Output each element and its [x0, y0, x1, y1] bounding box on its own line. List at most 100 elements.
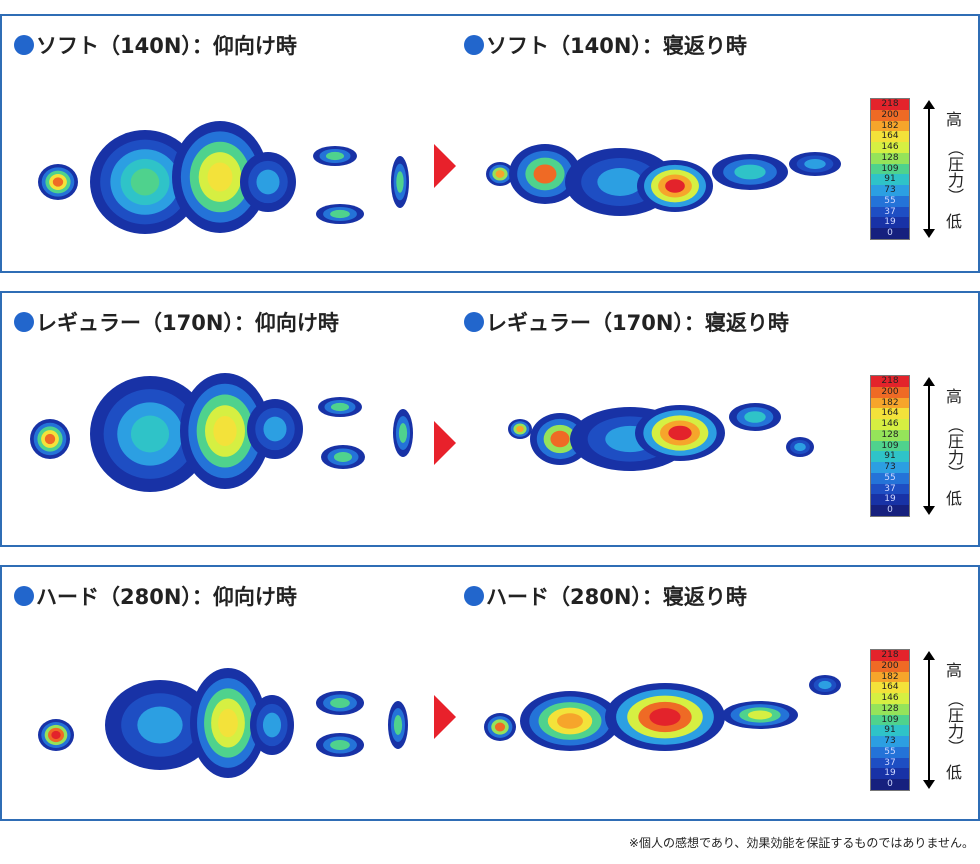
heading-regular-supine: レギュラー（170N）：仰向け時 [14, 307, 339, 337]
scale-step: 73 [871, 736, 909, 747]
pressure-region [495, 170, 505, 178]
heading-hard-turn: ハード（280N）：寝返り時 [464, 581, 747, 611]
scale-step: 73 [871, 185, 909, 196]
pressure-region [649, 708, 681, 726]
scale-step: 109 [871, 163, 909, 175]
scale-middle-label: （圧力） [945, 140, 964, 204]
arrow-down-icon [923, 780, 935, 789]
pressure-region [665, 179, 685, 193]
heading-text: レギュラー（170N）：寝返り時 [486, 311, 789, 335]
pressure-axis: 高 （圧力） 低 [914, 100, 974, 238]
scale-low-label: 低 [945, 489, 962, 508]
scale-step: 218 [871, 650, 909, 661]
scale-step: 55 [871, 746, 909, 758]
pressure-color-scale: 218 200 182 164 146 128 109 91 73 55 37 19 0 [870, 98, 910, 240]
arrow-up-icon [923, 377, 935, 386]
scale-low-label: 低 [945, 212, 962, 231]
pressure-region [668, 425, 692, 441]
pressure-map-soft-turn [470, 82, 870, 252]
heading-soft-supine: ソフト（140N）：仰向け時 [14, 30, 297, 60]
heading-hard-supine: ハード（280N）：仰向け時 [14, 581, 297, 611]
bullet-dot [14, 312, 34, 332]
heading-text: ソフト（140N）：寝返り時 [486, 34, 747, 58]
pressure-region [262, 712, 282, 738]
pressure-region [550, 430, 570, 448]
scale-step: 182 [871, 397, 909, 409]
pressure-region [325, 151, 345, 161]
scale-step: 91 [871, 725, 909, 737]
arrow-up-icon [923, 651, 935, 660]
pressure-region [51, 730, 61, 740]
scale-step: 55 [871, 195, 909, 207]
panel-soft: ソフト（140N）：仰向け時 ソフト（140N）：寝返り時 218 200 182 1… [0, 14, 980, 273]
scale-step: 200 [871, 386, 909, 398]
pressure-map-graphic [486, 144, 841, 216]
axis-line [928, 659, 930, 781]
pressure-map-hard-supine [10, 633, 420, 803]
scale-step: 146 [871, 419, 909, 430]
arrow-right-icon [434, 421, 456, 465]
scale-step: 218 [871, 99, 909, 110]
pressure-map-regular-turn [470, 359, 870, 529]
scale-step: 164 [871, 408, 909, 420]
scale-step: 164 [871, 131, 909, 143]
scale-step: 128 [871, 429, 909, 441]
scale-step: 128 [871, 152, 909, 164]
heading-text: ハード（280N）：仰向け時 [36, 585, 297, 609]
scale-high-label: 高 [945, 387, 962, 406]
pressure-region [330, 402, 350, 412]
scale-step: 200 [871, 660, 909, 672]
pressure-map-graphic [38, 121, 409, 234]
scale-step: 164 [871, 682, 909, 694]
pressure-region [44, 433, 56, 445]
scale-step: 200 [871, 109, 909, 121]
pressure-region [137, 706, 183, 744]
heading-regular-turn: レギュラー（170N）：寝返り時 [464, 307, 789, 337]
heading-soft-turn: ソフト（140N）：寝返り時 [464, 30, 747, 60]
pressure-region [794, 442, 806, 452]
scale-high-label: 高 [945, 110, 962, 129]
scale-low-label: 低 [945, 763, 962, 782]
pressure-region [130, 168, 160, 196]
axis-line [928, 108, 930, 230]
arrow-up-icon [923, 100, 935, 109]
pressure-region [130, 415, 170, 453]
arrow-down-icon [923, 229, 935, 238]
pressure-region [804, 159, 826, 169]
pressure-region [734, 164, 766, 180]
scale-step: 182 [871, 671, 909, 683]
pressure-region [207, 162, 233, 192]
bullet-dot [464, 35, 484, 55]
scale-step: 91 [871, 451, 909, 463]
scale-step: 19 [871, 768, 909, 780]
scale-step: 37 [871, 757, 909, 769]
arrow-down-icon [923, 506, 935, 515]
panel-hard: ハード（280N）：仰向け時 ハード（280N）：寝返り時 218 200 182 1… [0, 565, 980, 821]
scale-step: 109 [871, 714, 909, 726]
scale-middle-label: （圧力） [945, 691, 964, 755]
pressure-map-soft-supine [10, 82, 420, 252]
axis-line [928, 385, 930, 507]
pressure-color-scale: 218 200 182 164 146 128 109 91 73 55 37 19 0 [870, 649, 910, 791]
scale-step: 73 [871, 462, 909, 473]
pressure-region [818, 680, 832, 690]
pressure-axis: 高 （圧力） 低 [914, 651, 974, 789]
scale-step: 146 [871, 142, 909, 153]
pressure-region [263, 416, 287, 442]
pressure-color-scale: 218 200 182 164 146 128 109 91 73 55 37 19 0 [870, 375, 910, 517]
pressure-region [333, 452, 353, 462]
heading-text: レギュラー（170N）：仰向け時 [36, 311, 339, 335]
scale-step: 0 [871, 505, 909, 516]
bullet-dot [14, 586, 34, 606]
arrow-right-icon [434, 144, 456, 188]
pressure-region [533, 164, 557, 184]
pressure-map-graphic [30, 373, 413, 492]
pressure-region [330, 740, 350, 750]
scale-step: 37 [871, 206, 909, 218]
arrow-right-icon [434, 695, 456, 739]
scale-step: 19 [871, 494, 909, 506]
pressure-map-hard-turn [470, 633, 870, 803]
heading-text: ハード（280N）：寝返り時 [486, 585, 747, 609]
scale-step: 0 [871, 228, 909, 239]
scale-step: 91 [871, 174, 909, 186]
